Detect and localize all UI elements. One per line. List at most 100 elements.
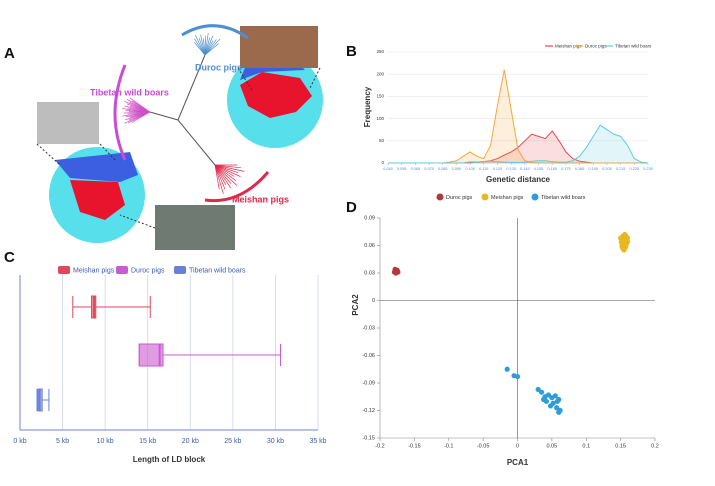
clade-label: Meishan pigs <box>232 194 289 204</box>
panel-label: B <box>346 43 357 60</box>
x-tick-label: 0.235 <box>643 167 653 171</box>
branch <box>214 164 224 194</box>
x-tick-label: 0.225 <box>630 167 640 171</box>
y-tick-label: -0.12 <box>362 408 375 414</box>
branch <box>198 38 206 56</box>
x-tick-label: 0.125 <box>493 167 503 171</box>
legend-label: Meishan pigs <box>555 44 582 49</box>
point <box>538 389 545 395</box>
legend-swatch <box>174 266 186 274</box>
area-fill <box>388 125 648 163</box>
x-tick-label: 35 kb <box>309 438 326 445</box>
branch <box>214 164 245 172</box>
x-tick-label: 0 <box>516 443 519 449</box>
x-tick-label: 0.055 <box>397 167 407 171</box>
x-tick-label: 0.2 <box>651 443 659 449</box>
branch <box>214 164 237 182</box>
x-tick-label: 0.155 <box>534 167 544 171</box>
x-tick-label: 5 kb <box>56 438 69 445</box>
y-tick-label: 0.09 <box>364 215 375 221</box>
series-line <box>388 124 649 164</box>
x-tick-label: 0.205 <box>602 167 612 171</box>
point <box>556 396 562 403</box>
branch <box>204 33 209 56</box>
x-tick-label: 0.075 <box>424 167 434 171</box>
x-tick-label: -0.05 <box>477 443 490 449</box>
x-axis-title: Length of LD block <box>133 455 206 464</box>
x-tick-label: 0.045 <box>383 167 393 171</box>
y-tick-label: -0.03 <box>362 325 375 331</box>
branch <box>214 164 232 189</box>
branch <box>214 164 241 178</box>
branch <box>204 43 219 56</box>
branch <box>204 35 206 56</box>
panel-label: A <box>4 45 15 62</box>
x-tick-label: 0.085 <box>438 167 448 171</box>
y-tick-label: 0 <box>381 160 384 165</box>
photo-duroc <box>240 26 318 68</box>
branch <box>194 35 206 56</box>
y-tick-label: 200 <box>376 71 384 76</box>
legend-label: Tibetan wild boars <box>615 44 652 49</box>
y-tick-label: -0.15 <box>362 435 375 441</box>
x-tick-label: 30 kb <box>267 438 284 445</box>
photo-meishan <box>155 205 235 250</box>
point <box>504 366 510 372</box>
x-tick-label: 0.05 <box>547 443 558 449</box>
x-tick-label: -0.15 <box>408 443 421 449</box>
legend-swatch <box>481 193 489 201</box>
panel-label: C <box>4 249 15 266</box>
x-tick-label: 0.095 <box>452 167 462 171</box>
x-tick-label: 0.185 <box>575 167 585 171</box>
x-tick-label: 0.135 <box>506 167 516 171</box>
branch <box>194 38 206 56</box>
legend-label: Tibetan wild boars <box>189 267 246 274</box>
y-axis-title: PCA2 <box>351 294 360 316</box>
legend-label: Meishan pigs <box>73 267 115 274</box>
x-tick-label: 0.175 <box>561 167 571 171</box>
y-tick-label: 150 <box>376 94 384 99</box>
tree <box>122 33 245 194</box>
clade-arc <box>181 24 249 40</box>
x-tick-label: 0.145 <box>520 167 530 171</box>
legend-swatch <box>116 266 128 274</box>
clade-arc <box>113 64 127 161</box>
clade-arc <box>204 171 270 203</box>
point <box>624 235 631 241</box>
branch <box>214 164 242 169</box>
x-tick-label: 15 kb <box>139 438 156 445</box>
point <box>547 403 554 409</box>
x-tick-label: 25 kb <box>224 438 241 445</box>
y-tick-label: 0 <box>372 298 375 304</box>
legend-label: Duroc pigs <box>585 44 607 49</box>
box <box>138 343 164 367</box>
legend-swatch <box>58 266 70 274</box>
area-fill <box>388 131 648 163</box>
x-tick-label: 0.215 <box>616 167 626 171</box>
branch <box>214 164 235 177</box>
x-tick-label: 0.165 <box>547 167 557 171</box>
branch <box>129 97 151 113</box>
x-tick-label: 0 kb <box>13 438 26 445</box>
branch <box>177 119 216 166</box>
land <box>55 152 138 182</box>
branch <box>204 37 211 56</box>
branch <box>214 164 232 184</box>
y-axis-title: Frequency <box>363 86 372 127</box>
legend-label: Duroc pigs <box>446 195 473 201</box>
legend-label: Tibetan wild boars <box>541 195 586 201</box>
panel-label: D <box>346 199 357 216</box>
connectors <box>36 67 321 229</box>
legend-swatch <box>436 193 444 201</box>
y-tick-label: 50 <box>379 138 385 143</box>
branch <box>149 111 179 121</box>
branch <box>214 164 227 185</box>
branch <box>204 35 214 56</box>
y-tick-label: 0.06 <box>364 243 375 249</box>
x-axis-title: Genetic distance <box>486 175 551 184</box>
x-tick-label: 20 kb <box>182 438 199 445</box>
clade-label: Duroc pigs <box>195 62 242 72</box>
point <box>391 269 398 275</box>
branch <box>200 34 206 56</box>
